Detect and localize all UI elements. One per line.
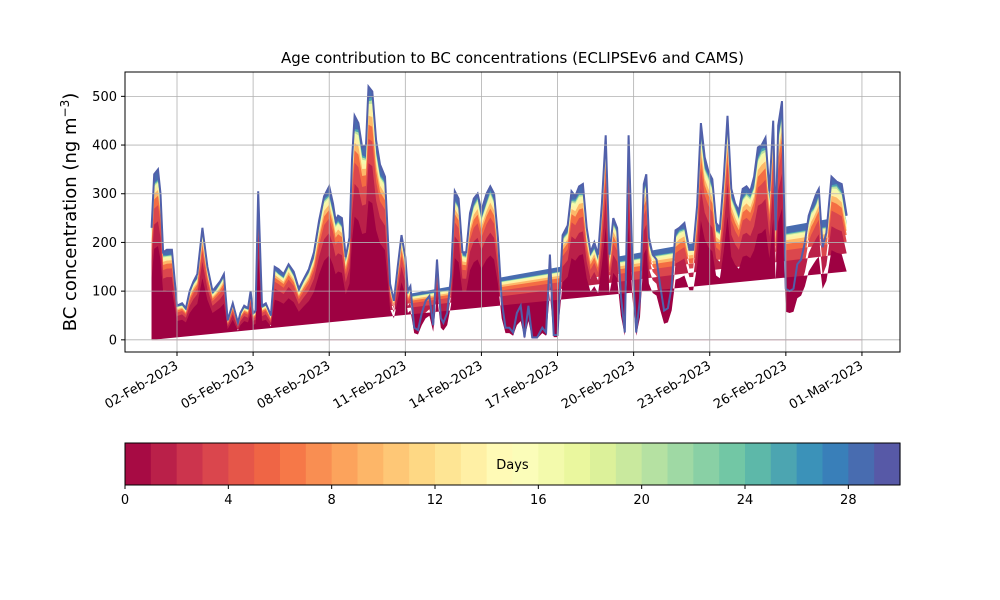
colorbar-bin	[564, 443, 591, 485]
y-axis-label-close: )	[60, 93, 81, 100]
colorbar-bin	[435, 443, 462, 485]
colorbar-bin	[383, 443, 410, 485]
x-tick-label: 05-Feb-2023	[179, 358, 258, 412]
colorbar-tick-label: 8	[328, 493, 336, 508]
colorbar-tick-label: 16	[530, 493, 547, 508]
x-tick-label: 08-Feb-2023	[255, 358, 334, 412]
colorbar-bin	[615, 443, 643, 485]
colorbar-bin	[409, 443, 436, 485]
colorbar-bin	[357, 443, 384, 485]
colorbar-bin	[538, 443, 565, 485]
colorbar-bin	[874, 443, 901, 485]
colorbar-bin	[254, 443, 281, 485]
y-tick-label: 500	[92, 90, 117, 105]
colorbar-bin	[305, 443, 333, 485]
colorbar-bin	[667, 443, 694, 485]
colorbar-bin	[719, 443, 746, 485]
colorbar-bin	[745, 443, 772, 485]
colorbar-bin	[822, 443, 849, 485]
colorbar: 0 4 8 12 16 20 24 28	[121, 442, 901, 508]
colorbar-bin	[590, 443, 617, 485]
area-layers	[150, 83, 862, 341]
y-tick-label: 300	[92, 187, 117, 202]
y-tick-label: 400	[92, 139, 117, 154]
x-tick-label: 14-Feb-2023	[407, 358, 486, 412]
colorbar-bin	[460, 443, 488, 485]
colorbar-tick-label: 4	[224, 493, 232, 508]
x-tick-label: 20-Feb-2023	[559, 358, 638, 412]
colorbar-tick-label: 24	[737, 493, 754, 508]
colorbar-bin	[512, 443, 539, 485]
colorbar-bin	[202, 443, 229, 485]
colorbar-bin	[486, 443, 514, 485]
colorbar-tick-label: 0	[121, 493, 129, 508]
colorbar-tick-label: 12	[427, 493, 444, 508]
colorbar-bin	[796, 443, 824, 485]
colorbar-bin	[770, 443, 798, 485]
y-axis-label-sup: −3	[58, 100, 72, 118]
colorbar-bin	[228, 443, 255, 485]
y-tick-label: 200	[92, 236, 117, 251]
colorbar-bin	[693, 443, 720, 485]
colorbar-bin	[280, 443, 307, 485]
x-tick-label: 26-Feb-2023	[711, 358, 790, 412]
colorbar-bin	[331, 443, 359, 485]
colorbar-bin	[641, 443, 669, 485]
x-tick-label: 23-Feb-2023	[635, 358, 714, 412]
y-axis-label-main: BC concentration (ng m	[60, 117, 81, 331]
chart-title: Age contribution to BC concentrations (E…	[281, 49, 744, 67]
colorbar-bin	[150, 443, 178, 485]
colorbar-tick-label: 28	[840, 493, 857, 508]
x-tick-label: 01-Mar-2023	[787, 358, 866, 412]
y-tick-label: 100	[92, 285, 117, 300]
x-tick-label: 11-Feb-2023	[331, 358, 410, 412]
colorbar-bin	[848, 443, 875, 485]
colorbar-frame	[124, 442, 901, 486]
y-axis-label: BC concentration (ng m−3)	[58, 93, 81, 332]
grid-lines	[125, 72, 900, 352]
age-layer-0	[151, 200, 847, 340]
total-line	[150, 83, 848, 339]
colorbar-label: Days	[496, 458, 529, 473]
axes-frame	[124, 71, 901, 353]
colorbar-bin	[176, 443, 204, 485]
y-tick-label: 0	[109, 333, 117, 348]
x-tick-label: 17-Feb-2023	[483, 358, 562, 412]
x-tick-label: 02-Feb-2023	[102, 358, 181, 412]
colorbar-bin	[125, 443, 152, 485]
colorbar-tick-label: 20	[633, 493, 650, 508]
